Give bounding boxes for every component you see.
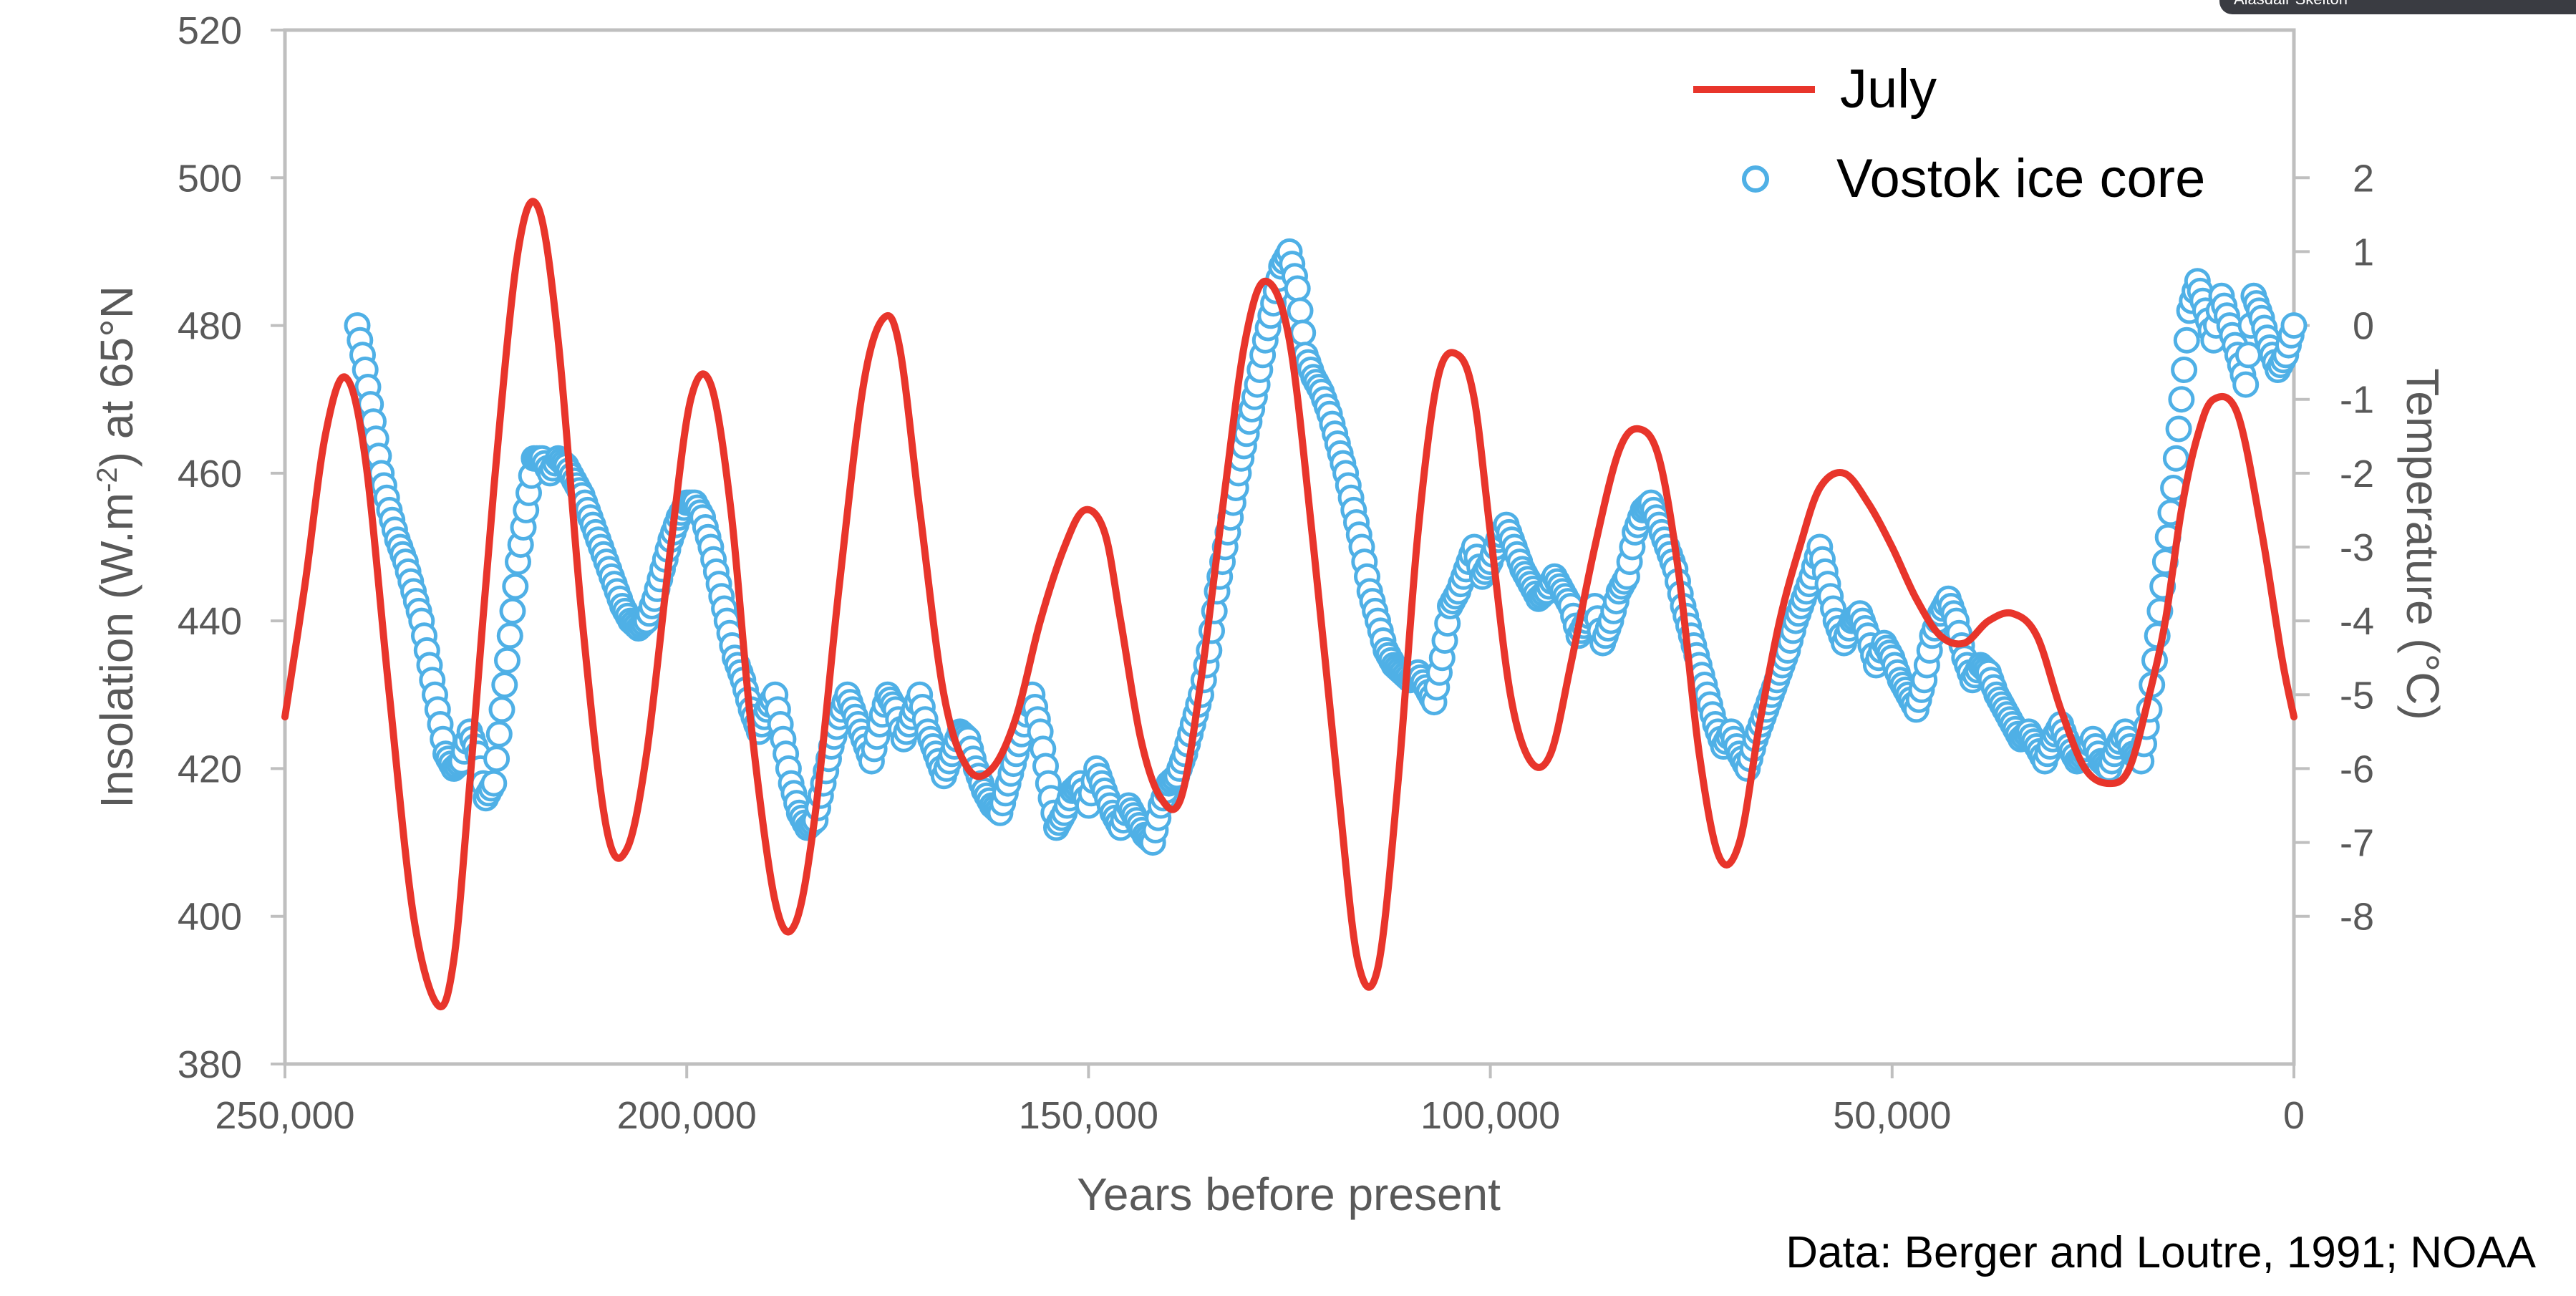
right-tick-label: 0: [2353, 305, 2374, 348]
vostok-point: [2280, 312, 2308, 339]
right-tick-label: 2: [2353, 157, 2374, 200]
right-tick-label: -7: [2340, 822, 2374, 865]
data-source-note: Data: Berger and Loutre, 1991; NOAA: [1786, 1228, 2536, 1277]
vostok-point: [480, 770, 508, 797]
right-axis-title: Temperature (°C): [2397, 368, 2449, 720]
left-tick-label: 440: [178, 600, 242, 643]
vostok-point: [2168, 386, 2195, 413]
legend-vostok-marker: [1742, 165, 1769, 193]
vostok-point: [485, 720, 513, 748]
vostok-point: [2171, 357, 2198, 383]
right-tick-label: -6: [2340, 748, 2374, 790]
vostok-series: [344, 238, 2308, 856]
legend-july-label: July: [1840, 59, 1937, 120]
vostok-point: [483, 745, 510, 773]
vostok-point: [496, 622, 523, 649]
participant-video-thumbnail: Alasdair Skelton: [2219, 0, 2576, 14]
vostok-point: [502, 573, 529, 600]
vostok-point: [2173, 327, 2200, 354]
left-axis-title-sup: -2: [92, 467, 123, 493]
x-tick-label: 100,000: [1420, 1094, 1560, 1137]
legend-vostok-label: Vostok ice core: [1836, 148, 2205, 209]
x-tick-label: 150,000: [1019, 1094, 1158, 1137]
left-tick-label: 520: [178, 9, 242, 52]
x-tick-label: 0: [2283, 1094, 2305, 1137]
vostok-point: [494, 647, 520, 674]
vostok-point: [1289, 319, 1317, 347]
right-tick-label: -3: [2340, 526, 2374, 569]
left-axis-title-post: ) at 65°N: [91, 286, 142, 467]
right-axis-ticks: 2 1 0 -1 -2 -3 -4 -5 -6 -7 -8: [2294, 157, 2374, 939]
right-tick-label: -2: [2340, 453, 2374, 495]
left-tick-label: 480: [178, 305, 242, 348]
left-axis-title-pre: Insolation (W.m: [91, 493, 142, 808]
vostok-point: [2232, 371, 2260, 398]
participant-video-box: [2219, 0, 2576, 14]
right-tick-label: -8: [2340, 896, 2374, 939]
x-axis-title: Years before present: [1077, 1169, 1501, 1220]
x-tick-label: 200,000: [617, 1094, 757, 1137]
vostok-point: [2162, 445, 2189, 472]
right-tick-label: -1: [2340, 379, 2374, 422]
x-tick-label: 50,000: [1833, 1094, 1951, 1137]
legend: July Vostok ice core: [1693, 59, 2205, 209]
x-tick-label: 250,000: [215, 1094, 354, 1137]
vostok-point: [2234, 342, 2262, 369]
right-tick-label: 1: [2353, 231, 2374, 274]
july-series-line: [281, 198, 2297, 1010]
vostok-point: [499, 597, 526, 624]
vostok-point: [491, 672, 518, 698]
left-tick-label: 380: [178, 1043, 242, 1086]
left-axis-ticks: 380 400 420 440 460 480 500 520: [178, 9, 285, 1086]
left-tick-label: 460: [178, 453, 242, 495]
participant-name-label: Alasdair Skelton: [2234, 0, 2348, 8]
right-tick-label: -4: [2340, 600, 2374, 643]
vostok-point: [1287, 297, 1314, 324]
x-axis-ticks: 250,000 200,000 150,000 100,000 50,000 0: [215, 1064, 2305, 1137]
left-axis-title: Insolation (W.m-2) at 65°N: [91, 286, 142, 808]
vostok-point: [2165, 415, 2192, 443]
left-tick-label: 420: [178, 748, 242, 790]
left-tick-label: 400: [178, 896, 242, 939]
left-tick-label: 500: [178, 157, 242, 200]
right-tick-label: -5: [2340, 674, 2374, 717]
vostok-point: [488, 696, 515, 723]
vostok-point: [1284, 275, 1311, 302]
